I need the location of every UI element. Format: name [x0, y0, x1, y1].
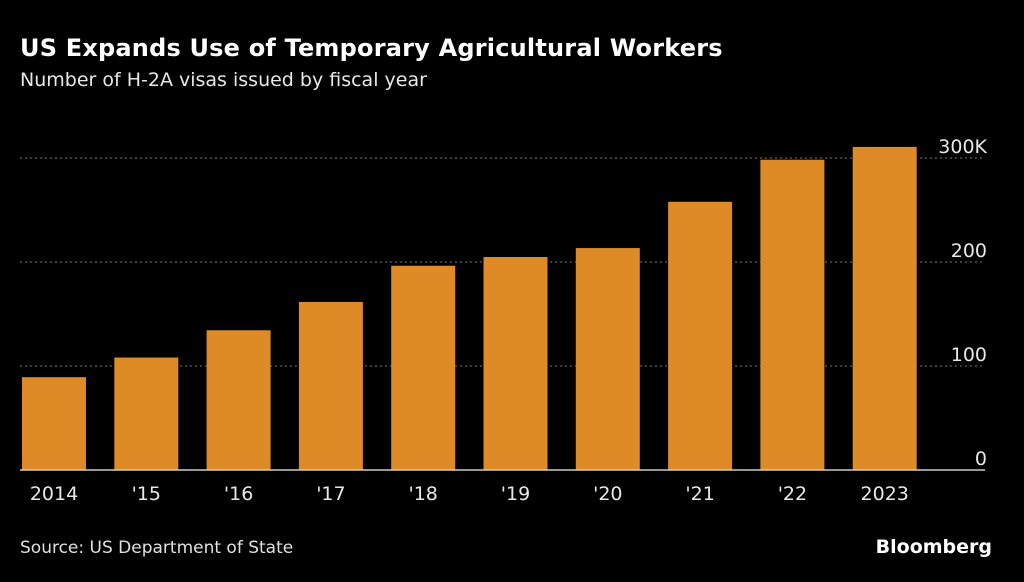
bar: [114, 357, 179, 470]
bar: [206, 330, 271, 470]
y-tick-label: 100: [951, 344, 987, 366]
bar: [760, 159, 825, 470]
bar: [575, 248, 640, 470]
x-tick-label: '15: [132, 483, 161, 505]
x-tick-label: 2014: [30, 483, 78, 505]
source-note: Source: US Department of State: [20, 538, 294, 558]
bloomberg-logo: Bloomberg: [875, 536, 992, 558]
x-tick-label: '22: [778, 483, 807, 505]
chart-subtitle: Number of H-2A visas issued by fiscal ye…: [20, 69, 427, 91]
y-tick-label: 0: [975, 448, 987, 470]
chart-title: US Expands Use of Temporary Agricultural…: [20, 34, 723, 62]
bar: [298, 301, 363, 470]
bar: [483, 257, 548, 470]
bar: [668, 201, 733, 471]
x-tick-label: '16: [224, 483, 253, 505]
x-tick-label: '20: [593, 483, 622, 505]
bar: [22, 377, 86, 470]
x-tick-label: '18: [408, 483, 437, 505]
x-tick-label: '21: [685, 483, 714, 505]
x-tick-label: '19: [501, 483, 530, 505]
bar: [391, 265, 456, 470]
y-tick-label: 200: [951, 240, 987, 262]
x-tick-label: 2023: [861, 483, 909, 505]
y-tick-label: 300K: [938, 136, 987, 158]
bar: [852, 146, 917, 470]
x-tick-label: '17: [316, 483, 345, 505]
